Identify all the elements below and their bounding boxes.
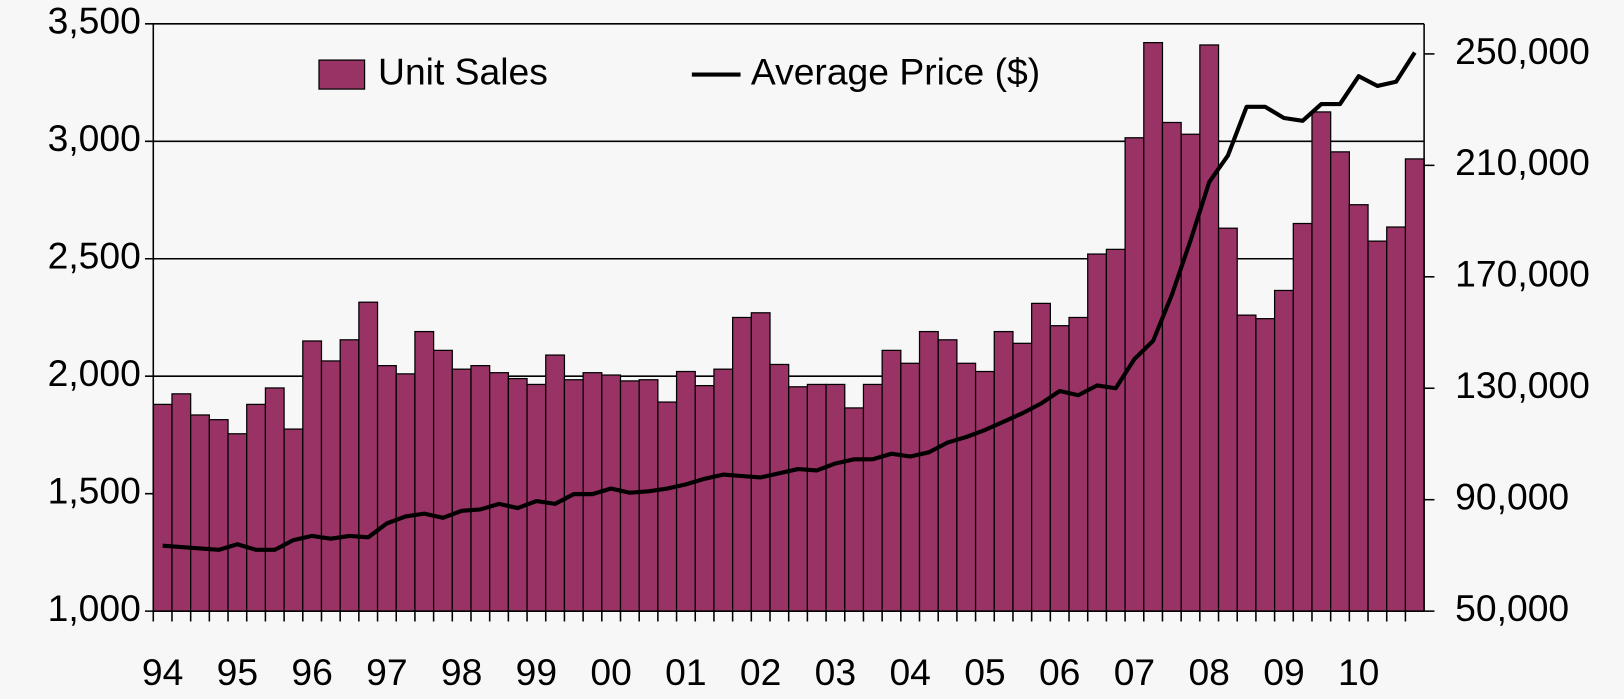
bar (1348, 204, 1369, 612)
y-tick-label: 2,500 (48, 235, 141, 277)
y-tick-label: 3,000 (48, 117, 141, 159)
bar (619, 380, 640, 612)
bar (1330, 151, 1350, 612)
x-tick-label: 09 (1263, 651, 1304, 693)
bar (1012, 342, 1033, 612)
bar (956, 362, 977, 612)
bar (1404, 158, 1425, 612)
x-tick-label: 94 (142, 651, 183, 693)
bar (1367, 240, 1388, 612)
bar (713, 368, 734, 612)
bar (246, 403, 267, 612)
bar (900, 362, 921, 612)
bar (1161, 121, 1182, 612)
y-tick-label: 2,000 (48, 352, 141, 394)
y2-tick-label: 90,000 (1455, 476, 1569, 518)
x-tick-label: 98 (441, 651, 482, 693)
bar (376, 365, 397, 612)
bar (1273, 289, 1294, 612)
bar (395, 373, 416, 612)
bar (414, 330, 435, 612)
bar (844, 407, 865, 612)
y2-tick-label: 250,000 (1455, 30, 1590, 72)
bar (1180, 133, 1201, 612)
bar (825, 383, 846, 612)
bar (1199, 44, 1220, 612)
y-tick-label: 1,000 (48, 587, 141, 629)
legend-label: Average Price ($) (751, 50, 1040, 92)
bar (937, 339, 958, 612)
bar (320, 360, 341, 612)
bar (732, 316, 752, 612)
bar (1124, 137, 1145, 612)
bar (227, 433, 248, 612)
bar (1087, 253, 1108, 612)
bar (601, 374, 622, 612)
y2-tick-label: 210,000 (1455, 141, 1590, 183)
bar (470, 365, 491, 612)
bar (190, 414, 210, 612)
x-tick-label: 07 (1114, 651, 1155, 693)
legend-swatch (318, 59, 366, 90)
bar (283, 428, 304, 612)
bar (974, 370, 995, 612)
bar (675, 370, 696, 612)
bar (489, 372, 509, 612)
y2-tick-label: 170,000 (1455, 253, 1590, 295)
x-tick-label: 02 (740, 651, 781, 693)
x-tick-label: 95 (217, 651, 258, 693)
y-tick-label: 3,500 (48, 0, 141, 42)
x-tick-label: 96 (291, 651, 332, 693)
y2-tick-label: 50,000 (1455, 587, 1569, 629)
bar (657, 401, 678, 612)
bar (264, 387, 285, 612)
bar (1236, 314, 1257, 612)
bar (302, 340, 323, 612)
bar (451, 368, 472, 612)
bar (526, 383, 547, 612)
bar (1386, 226, 1407, 612)
bar (1292, 222, 1313, 612)
price-line (162, 51, 1417, 552)
x-tick-label: 05 (964, 651, 1005, 693)
bar (171, 393, 192, 612)
bar (788, 386, 809, 612)
y2-tick-label: 130,000 (1455, 364, 1590, 406)
bar (358, 301, 379, 612)
bar (769, 363, 790, 612)
x-tick-label: 00 (590, 651, 631, 693)
x-tick-label: 99 (516, 651, 557, 693)
bar (208, 419, 229, 612)
bar (507, 377, 528, 612)
bar (1311, 111, 1332, 612)
x-tick-label: 97 (366, 651, 407, 693)
bar (750, 312, 771, 612)
x-tick-label: 01 (665, 651, 706, 693)
x-tick-label: 08 (1188, 651, 1229, 693)
legend-label: Unit Sales (378, 50, 548, 92)
bar (152, 403, 173, 612)
bar (694, 384, 715, 612)
bar (862, 383, 883, 612)
bar (1255, 318, 1276, 612)
bar (432, 349, 453, 612)
bar (1068, 316, 1089, 612)
bar (339, 339, 360, 612)
bar (993, 330, 1014, 612)
x-tick-label: 10 (1338, 651, 1379, 693)
bar (1031, 302, 1051, 612)
bar (638, 379, 659, 612)
bar (918, 330, 939, 612)
bar (806, 383, 827, 612)
x-tick-label: 04 (889, 651, 930, 693)
x-tick-label: 03 (815, 651, 856, 693)
bar (1049, 325, 1070, 612)
bar (1105, 248, 1126, 612)
bar (545, 354, 566, 612)
x-tick-label: 06 (1039, 651, 1080, 693)
bar (881, 349, 902, 612)
bar (1217, 227, 1238, 612)
y-tick-label: 1,500 (48, 470, 141, 512)
